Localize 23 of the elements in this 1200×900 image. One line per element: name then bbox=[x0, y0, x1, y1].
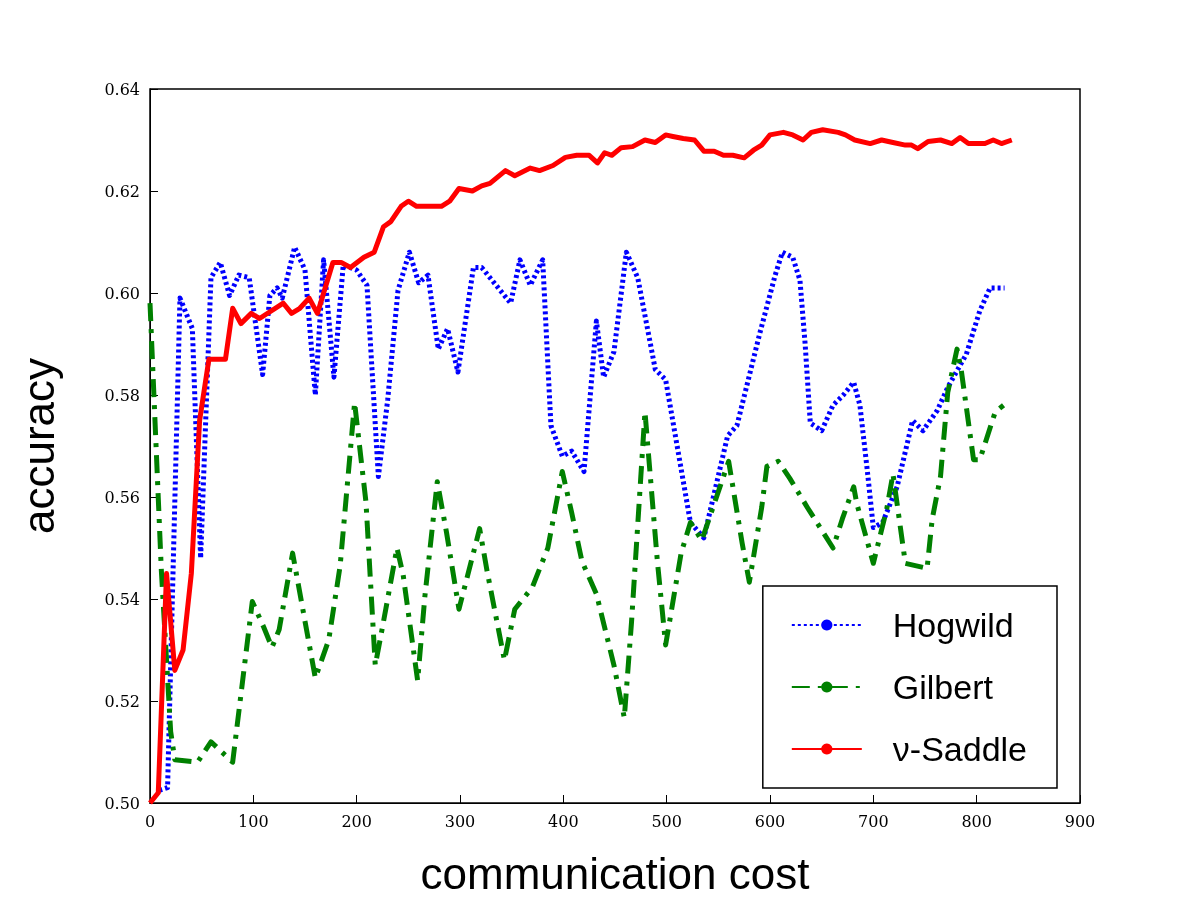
x-tick-label: 900 bbox=[1064, 811, 1096, 831]
y-tick-label: 0.62 bbox=[104, 181, 140, 201]
y-axis-title: accuracy bbox=[13, 357, 63, 535]
x-tick-label: 600 bbox=[754, 811, 786, 831]
x-tick-label: 100 bbox=[238, 811, 269, 831]
legend-label: Hogwild bbox=[892, 606, 1014, 644]
y-tick-label: 0.64 bbox=[104, 79, 140, 99]
y-tick-label: 0.60 bbox=[104, 283, 140, 303]
x-tick-label: 800 bbox=[961, 811, 992, 831]
x-tick-label: 0 bbox=[144, 811, 156, 831]
y-tick-label: 0.58 bbox=[104, 385, 140, 405]
x-tick-label: 500 bbox=[651, 811, 682, 831]
y-tick-label: 0.56 bbox=[104, 487, 140, 507]
x-axis-title: communication cost bbox=[420, 848, 810, 898]
x-tick-label: 200 bbox=[341, 811, 372, 831]
y-tick-label: 0.50 bbox=[104, 793, 140, 813]
y-tick-label: 0.52 bbox=[104, 691, 140, 711]
x-tick-label: 700 bbox=[858, 811, 889, 831]
x-tick-label: 300 bbox=[444, 811, 476, 831]
legend-label: ν-Saddle bbox=[892, 730, 1028, 768]
y-tick-label: 0.54 bbox=[104, 589, 140, 609]
x-tick-label: 400 bbox=[548, 811, 579, 831]
legend-label: Gilbert bbox=[892, 668, 994, 706]
